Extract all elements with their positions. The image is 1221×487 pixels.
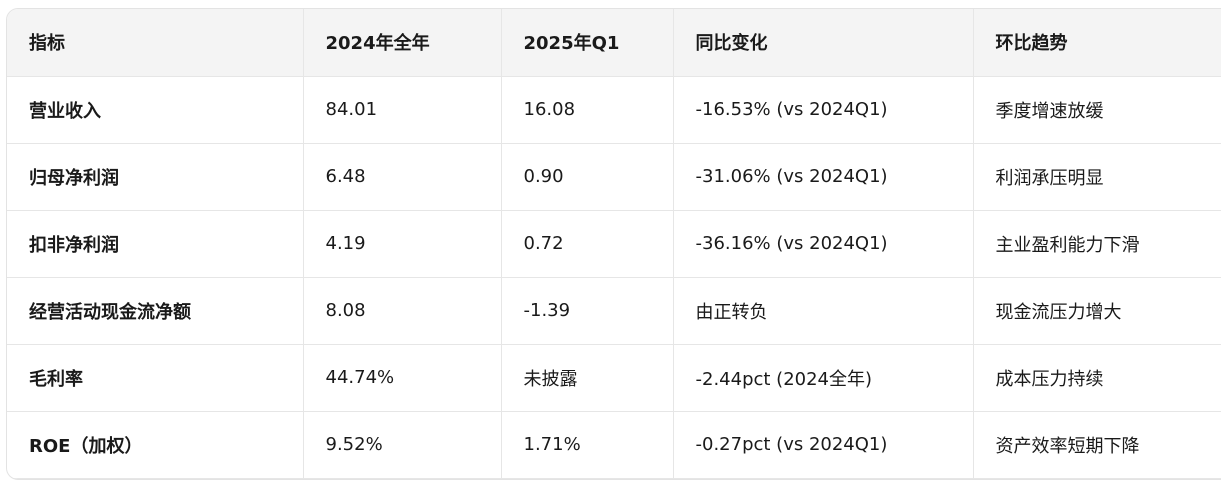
header-cell: 2024年全年 <box>303 9 502 77</box>
row-label: 扣非净利润 <box>7 210 304 278</box>
table-row: 营业收入 84.01 16.08 -16.53% (vs 2024Q1) 季度增速放缓 <box>7 76 1221 144</box>
table-cell: 16.08 <box>501 76 674 144</box>
table-cell: 0.90 <box>501 143 674 211</box>
table-cell: 利润承压明显 <box>973 143 1221 211</box>
table-cell: 9.52% <box>303 411 502 479</box>
header-cell: 同比变化 <box>673 9 974 77</box>
row-label: 经营活动现金流净额 <box>7 277 304 345</box>
row-label: 营业收入 <box>7 76 304 144</box>
table-cell: -0.27pct (vs 2024Q1) <box>673 411 974 479</box>
header-cell: 指标 <box>7 9 304 77</box>
table-cell: 季度增速放缓 <box>973 76 1221 144</box>
table-row: 经营活动现金流净额 8.08 -1.39 由正转负 现金流压力增大 <box>7 277 1221 345</box>
table-cell: -31.06% (vs 2024Q1) <box>673 143 974 211</box>
row-label: 毛利率 <box>7 344 304 412</box>
table-cell: 0.72 <box>501 210 674 278</box>
table-cell: -2.44pct (2024全年) <box>673 344 974 412</box>
table-row: ROE（加权） 9.52% 1.71% -0.27pct (vs 2024Q1) 资产效… <box>7 411 1221 479</box>
table-cell: 8.08 <box>303 277 502 345</box>
table-cell: -1.39 <box>501 277 674 345</box>
table-container: 指标 2024年全年 2025年Q1 同比变化 环比趋势 营业收入 84.01 16.08-… <box>6 8 1221 480</box>
table-cell: 资产效率短期下降 <box>973 411 1221 479</box>
table-row: 毛利率 44.74% 未披露 -2.44pct (2024全年) 成本压力持续 <box>7 344 1221 412</box>
row-label: ROE（加权） <box>7 411 304 479</box>
row-label: 归母净利润 <box>7 143 304 211</box>
table-cell: -16.53% (vs 2024Q1) <box>673 76 974 144</box>
table-cell: 84.01 <box>303 76 502 144</box>
table-cell: 由正转负 <box>673 277 974 345</box>
table-cell: 主业盈利能力下滑 <box>973 210 1221 278</box>
table-cell: 44.74% <box>303 344 502 412</box>
table-cell: 现金流压力增大 <box>973 277 1221 345</box>
table-body: 营业收入 84.01 16.08 -16.53% (vs 2024Q1) 季度增速放缓归… <box>7 76 1221 479</box>
header-cell: 环比趋势 <box>973 9 1221 77</box>
table-row: 归母净利润 6.48 0.90 -31.06% (vs 2024Q1) 利润承压明显 <box>7 143 1221 211</box>
header-cell: 2025年Q1 <box>501 9 674 77</box>
table-row: 扣非净利润 4.19 0.72 -36.16% (vs 2024Q1) 主业盈利能力下滑 <box>7 210 1221 278</box>
table-cell: 未披露 <box>501 344 674 412</box>
table-cell: 成本压力持续 <box>973 344 1221 412</box>
table-cell: 4.19 <box>303 210 502 278</box>
table-cell: 6.48 <box>303 143 502 211</box>
table-cell: 1.71% <box>501 411 674 479</box>
table-cell: -36.16% (vs 2024Q1) <box>673 210 974 278</box>
data-table: 指标 2024年全年 2025年Q1 同比变化 环比趋势 营业收入 84.01 16.08-… <box>7 9 1221 479</box>
header-row: 指标 2024年全年 2025年Q1 同比变化 环比趋势 <box>7 9 1221 77</box>
